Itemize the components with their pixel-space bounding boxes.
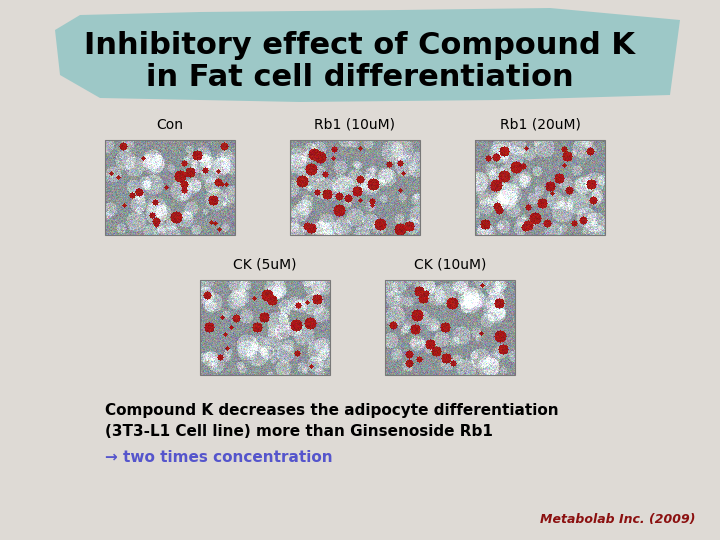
Text: → two times concentration: → two times concentration xyxy=(105,450,333,465)
Text: CK (10uM): CK (10uM) xyxy=(414,258,486,272)
Text: Inhibitory effect of Compound K: Inhibitory effect of Compound K xyxy=(84,30,636,59)
Bar xyxy=(290,140,420,235)
Text: Rb1 (10uM): Rb1 (10uM) xyxy=(315,118,395,132)
Text: Metabolab Inc. (2009): Metabolab Inc. (2009) xyxy=(539,514,695,526)
Bar xyxy=(200,280,330,375)
Text: CK (5uM): CK (5uM) xyxy=(233,258,297,272)
Bar xyxy=(385,280,515,375)
Text: in Fat cell differentiation: in Fat cell differentiation xyxy=(146,64,574,92)
Bar xyxy=(475,140,605,235)
Bar xyxy=(105,140,235,235)
Text: Rb1 (20uM): Rb1 (20uM) xyxy=(500,118,580,132)
Text: (3T3-L1 Cell line) more than Ginsenoside Rb1: (3T3-L1 Cell line) more than Ginsenoside… xyxy=(105,424,493,440)
Polygon shape xyxy=(55,8,680,102)
Text: Compound K decreases the adipocyte differentiation: Compound K decreases the adipocyte diffe… xyxy=(105,402,559,417)
Text: Con: Con xyxy=(156,118,184,132)
